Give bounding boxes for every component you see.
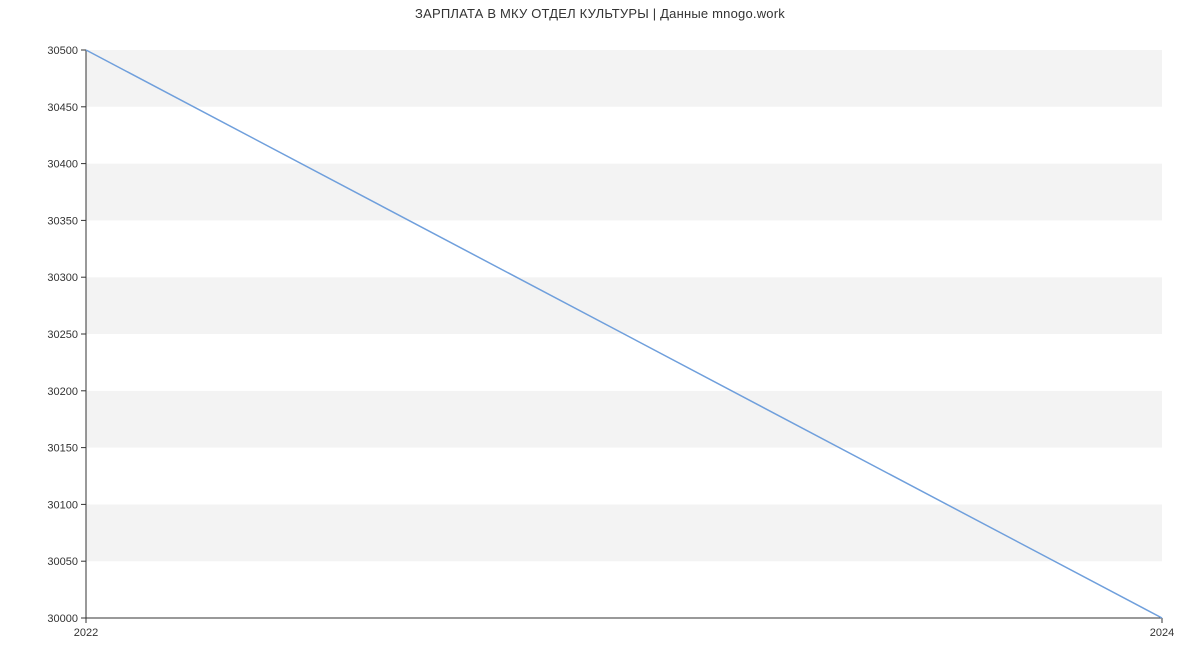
ytick-label: 30150 — [47, 443, 78, 455]
salary-line-chart: ЗАРПЛАТА В МКУ ОТДЕЛ КУЛЬТУРЫ | Данные m… — [0, 0, 1200, 650]
chart-svg: 30000 30050 30100 30150 30200 30250 30300 30350… — [0, 0, 1200, 650]
ytick-label: 30100 — [47, 499, 78, 511]
xtick-label: 2024 — [1150, 627, 1174, 639]
ytick-label: 30200 — [47, 386, 78, 398]
ytick-label: 30350 — [47, 215, 78, 227]
ytick-label: 30300 — [47, 272, 78, 284]
ytick-label: 30250 — [47, 329, 78, 341]
ytick-label: 30500 — [47, 45, 78, 57]
ytick-label: 30400 — [47, 159, 78, 171]
ytick-label: 30050 — [47, 556, 78, 568]
chart-title: ЗАРПЛАТА В МКУ ОТДЕЛ КУЛЬТУРЫ | Данные m… — [0, 6, 1200, 21]
ytick-label: 30000 — [47, 613, 78, 625]
ytick-label: 30450 — [47, 102, 78, 114]
xtick-label: 2022 — [74, 627, 98, 639]
